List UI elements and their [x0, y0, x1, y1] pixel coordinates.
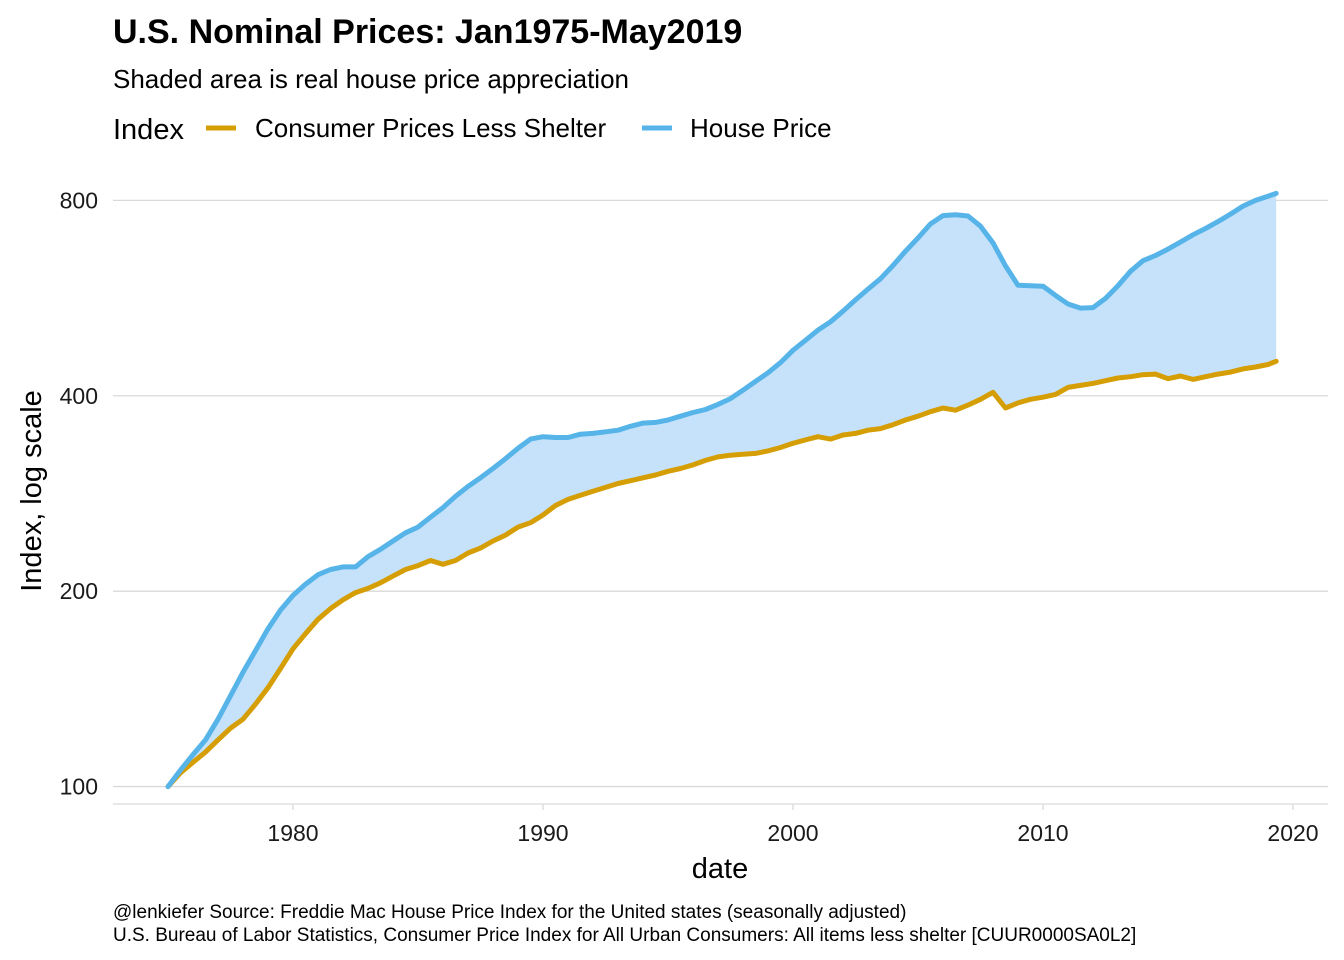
x-tick-label-2010: 2010	[1017, 820, 1068, 846]
x-tick-label-2000: 2000	[767, 820, 818, 846]
real-appreciation-shaded-area	[168, 193, 1277, 787]
series-line-house-price	[165, 190, 1279, 790]
y-axis-title: Index, log scale	[16, 390, 48, 592]
legend-title: Index	[113, 114, 184, 146]
y-tick-label-800: 800	[60, 187, 98, 213]
legend: Index Consumer Prices Less Shelter House…	[113, 113, 832, 146]
y-tick-label-400: 400	[60, 383, 98, 409]
y-tick-label-100: 100	[60, 774, 98, 800]
series-line-consumer-prices	[165, 358, 1279, 790]
legend-label-house-price: House Price	[690, 113, 832, 143]
x-axis-title: date	[692, 853, 748, 885]
y-tick-label-200: 200	[60, 578, 98, 604]
x-tick-label-1990: 1990	[517, 820, 568, 846]
caption-line-2: U.S. Bureau of Labor Statistics, Consume…	[113, 925, 1136, 946]
legend-label-consumer-prices: Consumer Prices Less Shelter	[255, 113, 606, 143]
x-axis-ticks: 1980 1990 2000 2010 2020	[267, 804, 1319, 846]
caption-line-1: @lenkiefer Source: Freddie Mac House Pri…	[113, 902, 906, 923]
chart-title: U.S. Nominal Prices: Jan1975-May2019	[113, 13, 742, 51]
x-tick-label-2020: 2020	[1267, 820, 1318, 846]
chart-subtitle: Shaded area is real house price apprecia…	[113, 64, 629, 94]
y-axis-ticks: 100 200 400 800	[60, 187, 98, 799]
x-tick-label-1980: 1980	[267, 820, 318, 846]
